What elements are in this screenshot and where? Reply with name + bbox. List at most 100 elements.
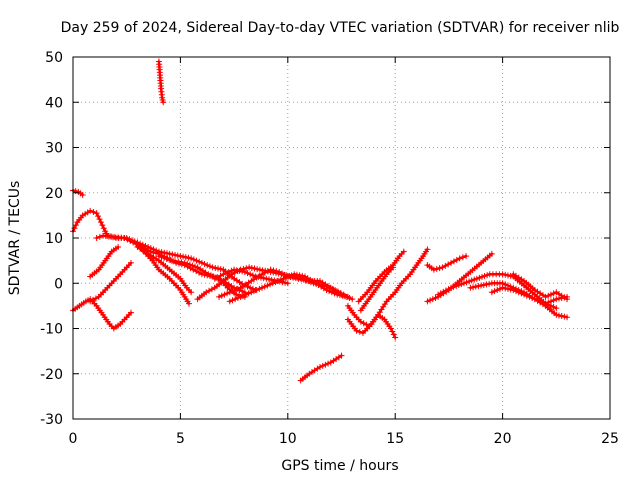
data-point xyxy=(166,256,173,263)
data-point xyxy=(339,292,346,299)
data-point xyxy=(483,281,490,288)
data-point xyxy=(245,290,252,297)
data-point xyxy=(254,266,261,273)
x-axis-label: GPS time / hours xyxy=(281,458,398,474)
data-point xyxy=(193,257,200,264)
data-point xyxy=(389,328,396,335)
data-point xyxy=(169,251,176,258)
data-point xyxy=(95,213,102,220)
data-point xyxy=(226,298,233,305)
data-point xyxy=(433,265,440,272)
data-point xyxy=(250,288,257,295)
data-point xyxy=(499,284,506,291)
data-point xyxy=(178,259,185,266)
series-line xyxy=(346,248,429,328)
data-point xyxy=(161,254,168,261)
data-point xyxy=(247,284,254,291)
data-point xyxy=(188,255,195,262)
data-point xyxy=(299,272,306,279)
data-point xyxy=(488,250,495,257)
data-point xyxy=(504,285,511,292)
data-point xyxy=(537,298,544,305)
data-point xyxy=(342,293,349,300)
data-point xyxy=(220,271,227,278)
data-point xyxy=(448,284,455,291)
data-point xyxy=(229,288,236,295)
data-point xyxy=(424,246,431,253)
series-arc-25 xyxy=(510,271,571,303)
data-point xyxy=(221,291,228,298)
data-point xyxy=(356,328,363,335)
data-point xyxy=(209,264,216,271)
data-point xyxy=(155,253,162,260)
data-point xyxy=(243,265,250,272)
data-point xyxy=(261,283,268,290)
data-point xyxy=(225,268,232,275)
data-point xyxy=(436,265,443,272)
data-point xyxy=(387,325,394,332)
data-point xyxy=(291,271,298,278)
series-arc-20 xyxy=(424,253,470,273)
x-tick-label: 10 xyxy=(279,431,297,447)
data-point xyxy=(248,264,255,271)
data-point xyxy=(214,265,221,272)
data-point xyxy=(445,286,452,293)
y-axis-label: SDTVAR / TECUs xyxy=(7,181,23,296)
data-point xyxy=(206,263,213,270)
data-point xyxy=(334,291,341,298)
grid-lines xyxy=(73,57,610,419)
data-point xyxy=(344,293,351,300)
data-point xyxy=(271,277,278,284)
data-point xyxy=(127,259,134,266)
axis-ticks: 0 5 10 15 20 25 -30 -20 -10 0 10 20 30 40 50 xyxy=(40,50,619,447)
data-point xyxy=(276,278,283,285)
data-point xyxy=(326,288,333,295)
data-point xyxy=(526,293,533,300)
data-point xyxy=(231,266,238,273)
data-point xyxy=(331,290,338,297)
y-tick-label: -10 xyxy=(40,322,63,338)
series-arc-17 xyxy=(344,311,399,341)
x-tick-label: 5 xyxy=(176,431,185,447)
data-point xyxy=(273,268,280,275)
data-point xyxy=(181,259,188,266)
data-point xyxy=(460,280,467,287)
data-point xyxy=(71,225,78,232)
data-point xyxy=(545,292,552,299)
series-arc-6 xyxy=(87,244,122,280)
data-point xyxy=(256,285,263,292)
series-line xyxy=(217,268,354,301)
data-point xyxy=(160,99,167,106)
y-tick-label: 20 xyxy=(45,186,63,202)
data-point xyxy=(244,270,251,277)
data-point xyxy=(293,271,300,278)
data-point xyxy=(429,296,436,303)
data-point xyxy=(529,294,536,301)
data-point xyxy=(267,266,274,273)
data-point xyxy=(90,208,97,215)
data-point xyxy=(217,266,224,273)
data-point xyxy=(478,273,485,280)
series-arc-14 xyxy=(211,266,291,287)
series-arc-5 xyxy=(87,259,134,305)
data-point xyxy=(168,257,175,264)
y-tick-label: 10 xyxy=(45,231,63,247)
data-point xyxy=(264,282,271,289)
data-point xyxy=(564,296,571,303)
data-point xyxy=(550,297,557,304)
data-point xyxy=(470,284,477,291)
data-point xyxy=(115,244,122,251)
data-point xyxy=(427,297,434,304)
data-point xyxy=(531,296,538,303)
data-point xyxy=(205,271,212,278)
data-point xyxy=(153,250,160,257)
data-point xyxy=(440,288,447,295)
data-point xyxy=(196,258,203,265)
data-point xyxy=(467,284,474,291)
series-arc-18 xyxy=(355,248,407,305)
data-point xyxy=(252,273,259,280)
data-point xyxy=(236,267,243,274)
data-point xyxy=(72,222,79,229)
data-point xyxy=(558,313,565,320)
y-tick-label: 30 xyxy=(45,141,63,157)
